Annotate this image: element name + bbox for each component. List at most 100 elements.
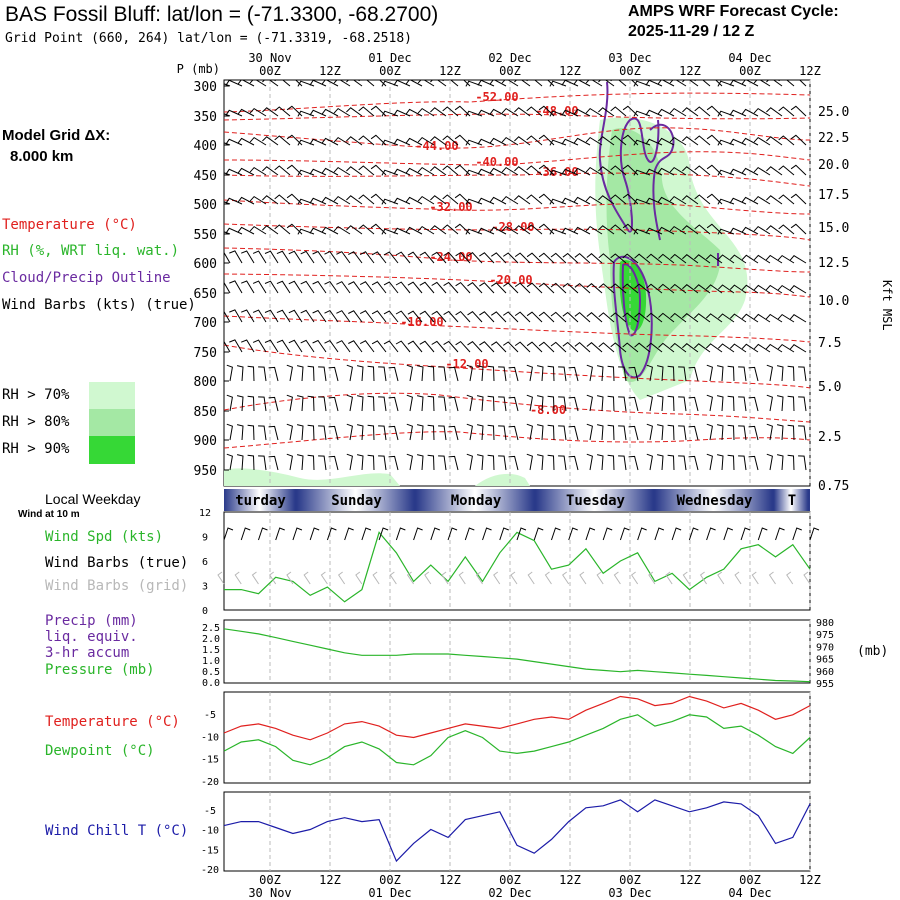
wind-barb	[657, 167, 675, 176]
top-date-label: 03 Dec	[608, 51, 651, 65]
surface-wind-barb	[395, 527, 406, 541]
wind-barb	[741, 108, 759, 117]
wind-barb	[738, 366, 747, 382]
wind-barb	[561, 109, 579, 117]
wind-barb	[738, 425, 747, 441]
wind-barb	[262, 107, 279, 117]
temperature-panel-frame	[223, 691, 811, 784]
wind-barb	[346, 195, 363, 205]
wind-barb	[268, 396, 279, 412]
wind-barb	[346, 364, 353, 382]
wind-barb	[378, 425, 387, 441]
wind-barb	[798, 366, 807, 382]
temperature-contour	[224, 273, 810, 298]
wind-barb	[646, 283, 663, 294]
wind-barb	[258, 396, 267, 412]
wind-barb	[427, 454, 435, 471]
wind-barb	[393, 168, 411, 176]
wind-barb	[694, 284, 711, 294]
grid-wind-barb	[458, 571, 466, 585]
wind-barb	[682, 107, 699, 117]
wind-barb	[596, 395, 604, 412]
wind-barb	[628, 366, 639, 382]
wind-speed-line	[224, 531, 811, 603]
wind-barb	[229, 309, 243, 323]
wind-barb	[514, 311, 531, 323]
wind-barb	[236, 365, 244, 382]
wind-barb	[405, 137, 423, 146]
wind-barb	[790, 105, 807, 117]
wind-barb	[348, 310, 363, 323]
wind-barb	[670, 312, 687, 323]
bottom-date-label: 01 Dec	[368, 886, 411, 900]
wind-barb	[287, 80, 303, 87]
wind-barb	[309, 109, 327, 117]
bottom-date-label: 04 Dec	[728, 886, 771, 900]
wind-barb	[561, 227, 579, 235]
wind-barb	[264, 250, 279, 264]
wind-barb	[431, 310, 447, 323]
wind-barb	[717, 110, 735, 117]
wind-barb	[753, 254, 771, 264]
surface-wind-barb	[292, 527, 303, 541]
grid-wind-barb	[372, 571, 380, 585]
grid-wind-barb	[579, 571, 587, 585]
wind-barb	[574, 282, 591, 294]
bottom-time-tick: 00Z	[739, 873, 761, 887]
wind-barb	[268, 425, 279, 441]
wind-barb	[442, 135, 459, 146]
wind-barb	[489, 108, 507, 117]
grid-wind-barb	[665, 571, 673, 585]
pressure-tick: 400	[194, 139, 217, 154]
height-tick: 0.75	[818, 479, 849, 494]
wind-barb	[598, 107, 615, 117]
wind-barb	[607, 395, 615, 412]
wind-barb	[262, 136, 279, 146]
wind-barb	[479, 252, 495, 264]
wind-barb	[237, 108, 255, 117]
wind-barb	[610, 283, 627, 294]
wind-barb	[318, 366, 327, 382]
wind-barb	[491, 311, 507, 323]
wind-barb	[318, 425, 327, 441]
wind-barb	[538, 223, 555, 235]
wind-barb	[393, 109, 411, 117]
wind-barb	[225, 197, 243, 205]
wind-barb	[558, 455, 567, 471]
wind-barb	[431, 281, 447, 294]
wind-barb	[383, 281, 399, 294]
wind-barb	[729, 227, 747, 235]
wind-barb	[466, 394, 473, 412]
wind-barb	[727, 424, 735, 441]
wind-barb	[442, 80, 459, 87]
wind-barb	[252, 280, 267, 294]
surface-wind-barb	[809, 527, 820, 541]
wind-barb	[717, 198, 735, 205]
wind-barb	[224, 281, 231, 294]
wind-barb	[226, 364, 233, 382]
wind-barb	[264, 309, 279, 323]
wind-barb	[465, 110, 483, 117]
wind-barb	[454, 193, 471, 205]
wind-barb	[753, 284, 771, 294]
wind-barb	[741, 80, 759, 87]
surface-wind-barb	[275, 527, 285, 541]
wind-barb	[489, 80, 507, 87]
wind-barb	[224, 231, 231, 235]
wind-barb	[610, 135, 627, 146]
wind-barb	[300, 280, 315, 294]
wind-barb	[498, 366, 507, 382]
wind-barb	[598, 166, 615, 176]
weekday-label: Sunday	[331, 493, 382, 509]
wind-barb	[224, 251, 231, 264]
pressure-line	[223, 628, 811, 683]
top-date-label: 04 Dec	[728, 51, 771, 65]
wind-barb	[476, 454, 484, 471]
wind-barb	[359, 281, 375, 294]
wind-barb	[358, 194, 375, 205]
surface-wind-barb	[602, 527, 613, 541]
wind-barb	[454, 134, 471, 146]
wind-barb	[388, 455, 399, 471]
wind-barb	[550, 252, 567, 264]
grid-wind-barb	[717, 571, 725, 585]
